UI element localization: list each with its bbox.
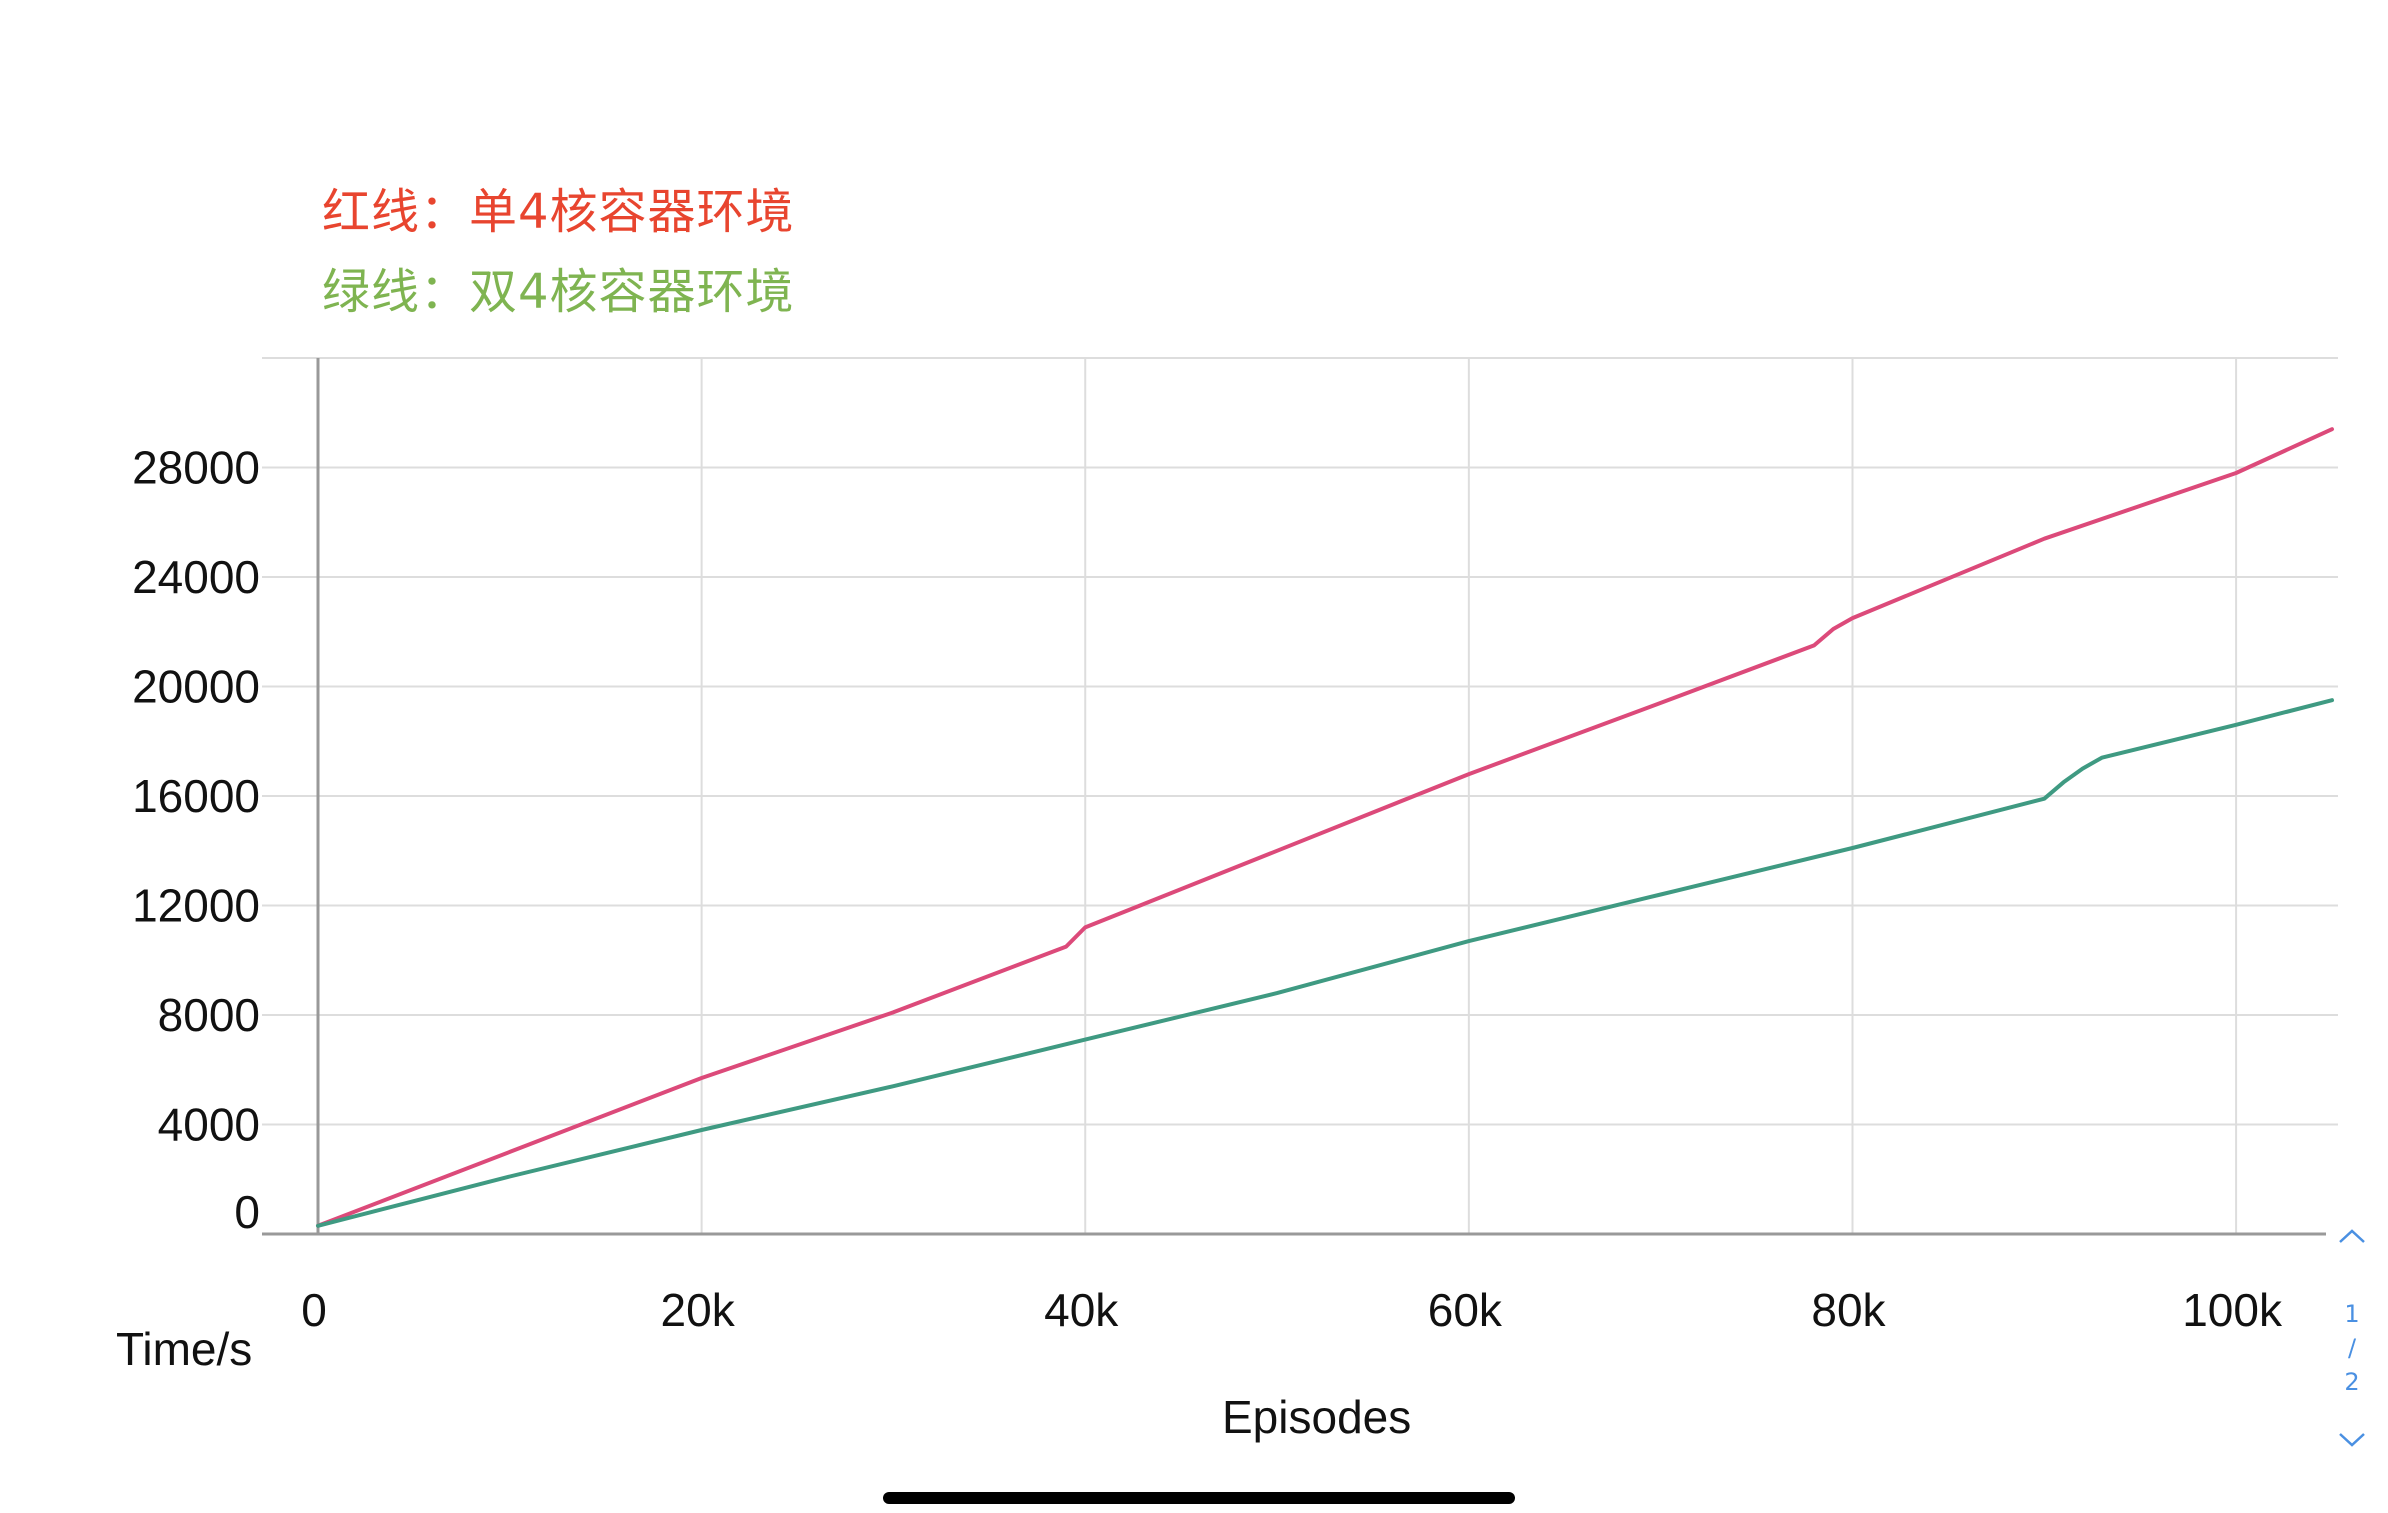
legend-red-line: 红线：单4核容器环境	[322, 184, 795, 240]
x-tick-label: 60k	[1428, 1284, 1503, 1336]
x-tick-label: 100k	[2182, 1284, 2283, 1336]
y-tick-label: 20000	[132, 661, 260, 713]
y-tick-label: 0	[234, 1186, 260, 1238]
y-tick-label: 12000	[132, 880, 260, 932]
y-tick-label: 28000	[132, 442, 260, 494]
y-axis-title: Time/s	[116, 1323, 253, 1375]
page-total: 2	[2344, 1368, 2360, 1396]
chevron-up-icon	[2339, 1229, 2365, 1243]
y-tick-label: 24000	[132, 551, 260, 603]
chevron-down-icon	[2339, 1433, 2365, 1447]
page-current: 1	[2344, 1300, 2360, 1328]
legend-green-line: 绿线：双4核容器环境	[322, 264, 795, 320]
x-tick-label: 80k	[1811, 1284, 1886, 1336]
home-indicator	[883, 1492, 1515, 1504]
x-tick-label: 40k	[1044, 1284, 1119, 1336]
y-tick-label: 4000	[158, 1099, 260, 1151]
page-down-button[interactable]	[2332, 1432, 2372, 1448]
series-red-line	[316, 427, 2334, 1228]
y-tick-label: 16000	[132, 770, 260, 822]
x-axis-title: Episodes	[1222, 1391, 1412, 1443]
x-tick-label: 0	[301, 1284, 327, 1336]
series-green-line	[316, 698, 2334, 1228]
x-tick-label: 20k	[661, 1284, 736, 1336]
y-tick-label: 8000	[158, 989, 260, 1041]
page-up-button[interactable]	[2332, 1228, 2372, 1244]
page-separator: /	[2347, 1334, 2357, 1362]
